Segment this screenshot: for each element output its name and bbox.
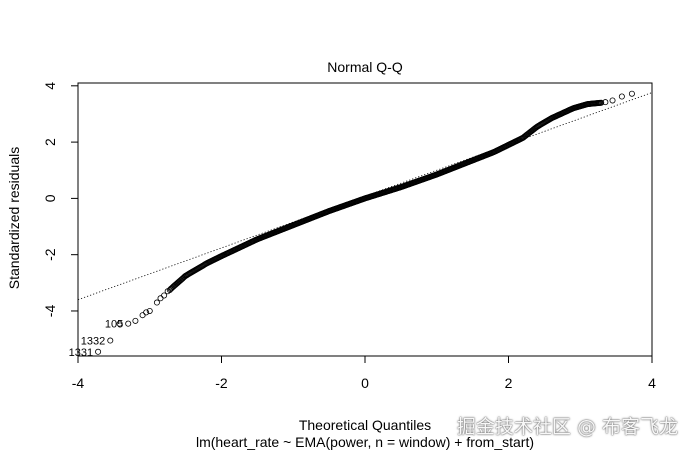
x-tick-label-2: 0 bbox=[361, 375, 369, 391]
qq-point-13 bbox=[609, 97, 616, 104]
qq-point-4 bbox=[132, 317, 139, 324]
qq-point-5 bbox=[139, 312, 146, 319]
y-axis: -4 -2 0 2 4 bbox=[42, 82, 78, 317]
x-tick-label-1: -2 bbox=[215, 375, 228, 391]
qq-points bbox=[95, 90, 635, 355]
chart-title: Normal Q-Q bbox=[327, 59, 403, 75]
qq-point-3 bbox=[125, 320, 132, 327]
qq-point-517 bbox=[598, 99, 605, 106]
qq-point-0 bbox=[95, 348, 102, 355]
qq-point-9 bbox=[157, 295, 164, 302]
annotation-1331: 1331 bbox=[69, 347, 93, 359]
annotation-105: 105 bbox=[105, 319, 123, 331]
y-tick-label-4: 4 bbox=[42, 82, 58, 90]
y-tick-label-1: -2 bbox=[42, 248, 58, 261]
x-tick-label-0: -4 bbox=[72, 375, 85, 391]
x-tick-label-4: 4 bbox=[648, 375, 656, 391]
qq-point-2 bbox=[116, 320, 123, 327]
y-tick-label-2: 0 bbox=[42, 194, 58, 202]
y-tick-label-0: -4 bbox=[42, 305, 58, 318]
qq-point-8 bbox=[153, 299, 160, 306]
x-tick-label-3: 2 bbox=[505, 375, 513, 391]
annotation-1332: 1332 bbox=[81, 336, 105, 348]
x-axis-label: Theoretical Quantiles bbox=[299, 417, 431, 433]
qq-point-10 bbox=[161, 292, 168, 299]
chart-subtitle: lm(heart_rate ~ EMA(power, n = window) +… bbox=[196, 434, 534, 450]
qq-point-1 bbox=[107, 337, 114, 344]
x-axis: -4 -2 0 2 4 bbox=[72, 356, 656, 391]
y-axis-label: Standardized residuals bbox=[6, 147, 22, 289]
y-tick-label-3: 2 bbox=[42, 138, 58, 146]
qq-point-7 bbox=[146, 307, 153, 314]
qq-point-6 bbox=[143, 309, 150, 316]
qq-point-14 bbox=[618, 93, 625, 100]
qq-point-15 bbox=[628, 90, 635, 97]
watermark: 掘金技术社区 @ 布客飞龙 bbox=[456, 416, 678, 438]
